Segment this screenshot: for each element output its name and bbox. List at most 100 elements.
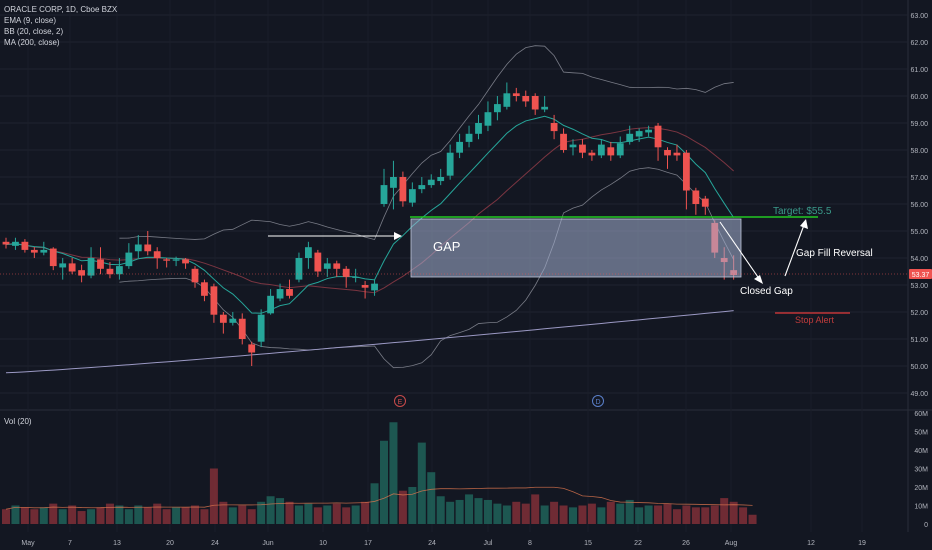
volume-bar bbox=[380, 440, 388, 524]
target-label: Target: $55.5 bbox=[773, 206, 832, 217]
volume-bar bbox=[606, 501, 615, 524]
volume-bar bbox=[304, 503, 313, 524]
candle-body bbox=[371, 283, 378, 291]
candle-body bbox=[664, 150, 671, 156]
candle-body bbox=[144, 244, 152, 252]
candle-body bbox=[191, 268, 199, 283]
volume-bar bbox=[512, 501, 521, 524]
candle-body bbox=[2, 241, 10, 245]
volume-bar bbox=[77, 511, 86, 524]
candle-body bbox=[494, 104, 501, 113]
volume-bar bbox=[20, 507, 29, 524]
price-tick-label: 53.00 bbox=[910, 283, 928, 290]
volume-tick-label: 10M bbox=[914, 504, 928, 511]
candle-body bbox=[531, 96, 539, 110]
candle-body bbox=[579, 144, 586, 153]
volume-bar bbox=[398, 490, 407, 524]
time-tick-label: 15 bbox=[584, 540, 592, 547]
candle-body bbox=[172, 259, 180, 261]
price-tag bbox=[909, 269, 932, 279]
volume-tick-label: 60M bbox=[914, 411, 928, 418]
candle-body bbox=[125, 252, 133, 267]
price-tick-label: 62.00 bbox=[910, 40, 928, 47]
time-tick-label: 19 bbox=[858, 540, 866, 547]
volume-bar bbox=[162, 509, 171, 524]
volume-bar bbox=[370, 483, 379, 524]
candle-body bbox=[654, 125, 662, 148]
volume-bar bbox=[389, 422, 398, 524]
volume-bar bbox=[172, 507, 181, 524]
volume-bar bbox=[105, 503, 114, 524]
candle-body bbox=[201, 282, 208, 296]
volume-bar bbox=[672, 509, 681, 524]
volume-bar bbox=[540, 505, 549, 524]
gap-box bbox=[410, 218, 742, 278]
volume-bar bbox=[502, 505, 511, 524]
price-tick-label: 57.00 bbox=[910, 175, 928, 182]
indicator-ma[interactable]: MA (200, close) bbox=[4, 38, 60, 47]
indicator-ema[interactable]: EMA (9, close) bbox=[4, 16, 57, 25]
candles bbox=[2, 82, 738, 366]
time-tick-label: 26 bbox=[682, 540, 690, 547]
volume-bar bbox=[625, 499, 634, 524]
candle-body bbox=[361, 285, 369, 288]
price-tick-label: 52.00 bbox=[910, 310, 928, 317]
dividend-marker[interactable] bbox=[592, 395, 604, 407]
volume-bar bbox=[342, 507, 351, 524]
volume-bar bbox=[87, 509, 96, 524]
time-tick-label: 22 bbox=[634, 540, 642, 547]
candle-body bbox=[408, 189, 416, 203]
volume-bar bbox=[2, 509, 10, 524]
candle-body bbox=[276, 289, 284, 299]
price-tick-label: 59.00 bbox=[910, 121, 928, 128]
volume-bar bbox=[39, 507, 48, 524]
closed-gap-arrow bbox=[719, 221, 761, 281]
volume-bar bbox=[739, 507, 748, 524]
time-tick-label: 17 bbox=[364, 540, 372, 547]
earnings-marker[interactable] bbox=[394, 395, 406, 407]
annotations: GAP Target: $55.5 Stop Alert Closed Gap … bbox=[0, 206, 932, 407]
candle-body bbox=[248, 344, 256, 353]
ema-line bbox=[5, 115, 735, 314]
volume-bar bbox=[578, 505, 587, 524]
volume-bar bbox=[521, 503, 530, 524]
indicator-bb[interactable]: BB (20, close, 2) bbox=[4, 27, 64, 36]
volume-bar bbox=[191, 505, 199, 524]
volume-bar bbox=[285, 501, 294, 524]
volume-tick-label: 20M bbox=[914, 485, 928, 492]
indicator-lines bbox=[5, 45, 735, 374]
volume-bar bbox=[635, 507, 644, 524]
volume-bar bbox=[181, 507, 190, 524]
candle-body bbox=[456, 141, 463, 153]
volume-bar bbox=[96, 507, 105, 524]
price-tick-label: 61.00 bbox=[910, 67, 928, 74]
candle-body bbox=[446, 152, 454, 176]
time-tick-label: 12 bbox=[807, 540, 815, 547]
volume-bar bbox=[134, 505, 143, 524]
volume-bar bbox=[294, 505, 303, 524]
time-tick-label: 10 bbox=[319, 540, 327, 547]
candle-body bbox=[569, 144, 577, 148]
time-axis: May 7 13 20 24 Jun 10 17 24 Jul 8 15 22 26 Aug 12 19 bbox=[21, 540, 866, 547]
candle-body bbox=[68, 263, 76, 272]
earnings-marker-label: E bbox=[398, 399, 403, 406]
candle-body bbox=[616, 143, 624, 156]
volume-label[interactable]: Vol (20) bbox=[4, 417, 32, 426]
chart-legend: ORACLE CORP, 1D, Cboe BZX EMA (9, close)… bbox=[4, 4, 117, 48]
volume-bars bbox=[2, 422, 757, 524]
volume-bar bbox=[124, 509, 133, 524]
candle-body bbox=[465, 133, 473, 142]
volume-bar bbox=[710, 505, 719, 524]
volume-legend: Vol (20) bbox=[4, 416, 32, 427]
candle-body bbox=[503, 93, 511, 107]
time-tick-label: 24 bbox=[211, 540, 219, 547]
candle-body bbox=[153, 251, 161, 258]
closed-gap-label: Closed Gap bbox=[740, 286, 793, 297]
candle-body bbox=[219, 314, 227, 323]
candle-body bbox=[635, 131, 643, 137]
price-tick-label: 49.00 bbox=[910, 391, 928, 398]
candle-body bbox=[512, 93, 520, 96]
symbol-line: ORACLE CORP, 1D, Cboe BZX bbox=[4, 5, 118, 14]
candle-body bbox=[560, 133, 567, 150]
